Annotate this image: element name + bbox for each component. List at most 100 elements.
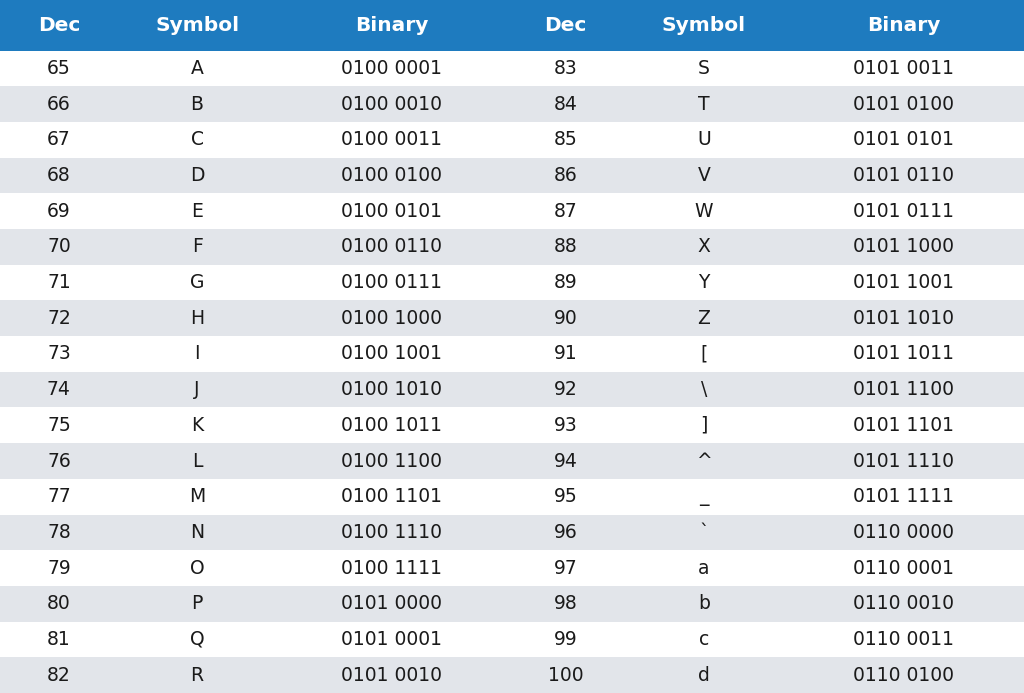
Text: 73: 73 [47,344,71,363]
Text: 69: 69 [47,202,71,220]
Bar [0,193,118,229]
Text: Y: Y [698,273,710,292]
Text: 88: 88 [554,238,578,256]
Text: Z: Z [697,309,711,328]
Text: b: b [698,595,710,613]
Text: 85: 85 [554,130,578,149]
Text: 0110 0010: 0110 0010 [853,595,954,613]
Text: 91: 91 [554,344,578,363]
Text: 71: 71 [47,273,71,292]
Bar [276,87,507,122]
Text: 98: 98 [554,595,578,613]
Bar [625,193,783,229]
Text: M: M [189,487,205,506]
Text: E: E [191,202,203,220]
Bar [276,229,507,265]
Text: 84: 84 [554,95,578,114]
Text: 66: 66 [47,95,71,114]
Text: 0101 1111: 0101 1111 [853,487,954,506]
Text: 0100 1001: 0100 1001 [341,344,442,363]
Bar [0,657,118,693]
Text: T: T [698,95,710,114]
Text: Q: Q [189,630,205,649]
Text: 70: 70 [47,238,71,256]
Bar [783,0,1024,51]
Text: 93: 93 [554,416,578,435]
Text: `: ` [699,523,709,542]
Bar [118,586,276,622]
Bar [507,229,625,265]
Text: ^: ^ [696,452,712,471]
Bar [507,550,625,586]
Bar [118,336,276,371]
Text: 96: 96 [554,523,578,542]
Bar [276,371,507,407]
Bar [507,0,625,51]
Bar [507,301,625,336]
Bar [783,622,1024,657]
Text: 0110 0100: 0110 0100 [853,666,954,685]
Text: 0101 1100: 0101 1100 [853,380,954,399]
Text: _: _ [699,487,709,506]
Bar [783,657,1024,693]
Bar [0,0,118,51]
Bar [276,0,507,51]
Bar [276,265,507,301]
Bar [507,157,625,193]
Bar [507,51,625,87]
Text: c: c [698,630,710,649]
Bar [118,229,276,265]
Bar [0,87,118,122]
Text: 0100 0101: 0100 0101 [341,202,442,220]
Text: 0101 1000: 0101 1000 [853,238,954,256]
Bar [625,371,783,407]
Text: 76: 76 [47,452,71,471]
Bar [0,229,118,265]
Text: 95: 95 [554,487,578,506]
Bar [276,407,507,444]
Text: 0110 0011: 0110 0011 [853,630,954,649]
Bar [783,87,1024,122]
Bar [783,371,1024,407]
Bar [118,514,276,550]
Text: 0100 0001: 0100 0001 [341,59,442,78]
Bar [625,514,783,550]
Bar [507,514,625,550]
Text: P: P [191,595,203,613]
Bar [0,122,118,158]
Text: 0110 0001: 0110 0001 [853,559,954,577]
Text: 0101 0111: 0101 0111 [853,202,954,220]
Text: S: S [698,59,710,78]
Bar [783,193,1024,229]
Text: 0101 1001: 0101 1001 [853,273,954,292]
Text: 74: 74 [47,380,71,399]
Text: 0101 0011: 0101 0011 [853,59,954,78]
Bar [118,193,276,229]
Bar [625,550,783,586]
Bar [783,444,1024,479]
Text: L: L [191,452,203,471]
Text: X: X [697,238,711,256]
Text: 68: 68 [47,166,71,185]
Bar [783,265,1024,301]
Bar [0,479,118,514]
Bar [276,622,507,657]
Bar [0,550,118,586]
Bar [276,301,507,336]
Text: Binary: Binary [867,16,940,35]
Text: [: [ [700,344,708,363]
Text: W: W [694,202,714,220]
Text: 0100 0110: 0100 0110 [341,238,442,256]
Bar [0,444,118,479]
Bar [276,444,507,479]
Text: 100: 100 [548,666,584,685]
Bar [118,371,276,407]
Bar [507,444,625,479]
Text: 0101 0101: 0101 0101 [853,130,954,149]
Text: 80: 80 [47,595,71,613]
Bar [507,122,625,158]
Text: 77: 77 [47,487,71,506]
Text: 0100 0100: 0100 0100 [341,166,442,185]
Text: 97: 97 [554,559,578,577]
Bar [783,336,1024,371]
